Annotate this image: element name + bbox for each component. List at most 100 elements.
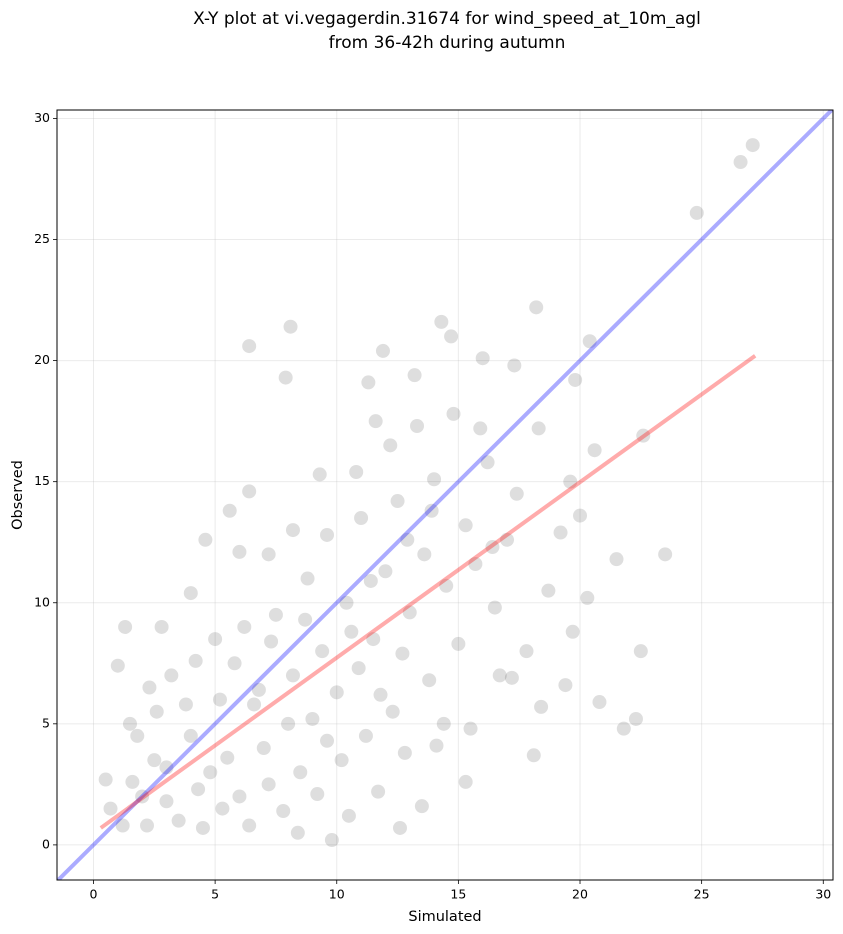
chart-subtitle: from 36-42h during autumn [329,33,566,53]
point [475,351,490,366]
point [368,414,383,429]
point [242,484,257,499]
chart-title: X-Y plot at vi.vegagerdin.31674 for wind… [193,9,701,29]
point [507,358,522,373]
point [375,343,390,358]
lines [57,110,833,880]
y-tick-label: 5 [42,715,50,730]
point [164,668,179,683]
x-tick-label: 5 [211,887,219,902]
point [458,774,473,789]
point [115,818,130,833]
grid [57,110,833,880]
point [385,704,400,719]
point [135,789,150,804]
point [315,644,330,659]
point [149,704,164,719]
point [198,532,213,547]
point [616,721,631,736]
point [451,636,466,651]
point [103,801,118,816]
point [140,818,155,833]
x-tick-label: 0 [90,887,98,902]
point [159,760,174,775]
point [402,605,417,620]
point [733,155,748,170]
point [188,653,203,668]
point [390,494,405,509]
point [568,372,583,387]
point [349,464,364,479]
point [251,682,266,697]
point [504,670,519,685]
point [534,699,549,714]
point [276,803,291,818]
point [553,525,568,540]
point [268,607,283,622]
point [212,692,227,707]
point [293,765,308,780]
y-tick-label: 20 [34,352,50,367]
x-tick-label: 20 [572,887,588,902]
y-tick-label: 0 [42,836,50,851]
x-axis-label: Simulated [408,909,481,925]
point [232,789,247,804]
point [414,799,429,814]
fit-line [57,110,833,880]
point [339,595,354,610]
point [373,687,388,702]
point [305,711,320,726]
point [531,421,546,436]
point [285,668,300,683]
point [526,748,541,763]
point [582,334,597,349]
point [436,716,451,731]
point [397,745,412,760]
point [429,738,444,753]
x-tick-label: 15 [450,887,466,902]
point [745,138,760,153]
point [215,801,230,816]
point [480,455,495,470]
point [341,808,356,823]
x-tick-label: 25 [694,887,710,902]
point [242,339,257,354]
point [366,632,381,647]
point [122,716,137,731]
point [422,673,437,688]
point [261,547,276,562]
point [473,421,488,436]
point [285,523,300,538]
ticks: 0 5 10 15 20 25 30 0 5 10 15 20 25 30 [34,110,831,902]
x-tick-label: 10 [329,887,345,902]
point [278,370,293,385]
y-tick-label: 30 [34,110,50,125]
point [400,532,415,547]
point [392,820,407,835]
point [130,728,145,743]
point [468,557,483,572]
point [110,658,125,673]
point [407,368,422,383]
point [427,472,442,487]
point [424,503,439,518]
point [563,474,578,489]
point [378,564,393,579]
point [444,329,459,344]
point [334,753,349,768]
point [609,552,624,567]
point [227,656,242,671]
point [439,578,454,593]
point [658,547,673,562]
point [298,612,313,627]
point [310,787,325,802]
point [580,590,595,605]
point [320,527,335,542]
point [159,794,174,809]
point [509,486,524,501]
points [98,138,760,848]
point [178,697,193,712]
point [358,728,373,743]
point [351,661,366,676]
